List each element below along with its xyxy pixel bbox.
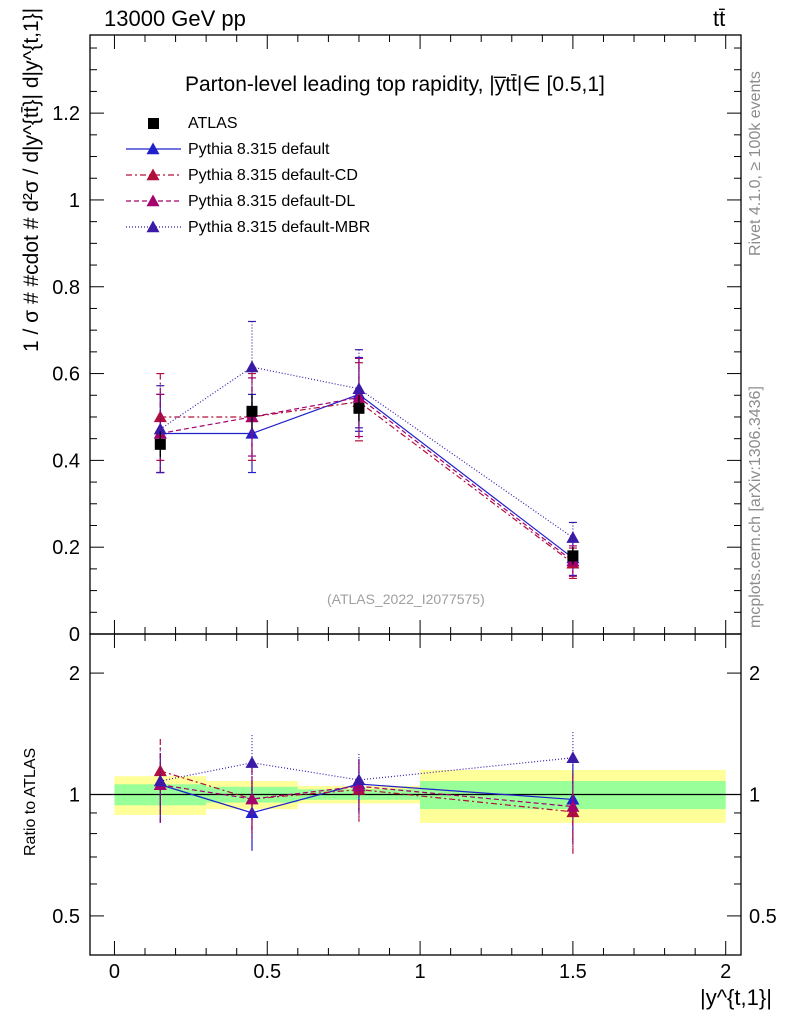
series-line (160, 401, 574, 564)
series-line (160, 393, 574, 559)
analysis-reference: (ATLAS_2022_I2077575) (327, 591, 485, 607)
series-marker (566, 531, 580, 543)
ratio-series-line (160, 783, 573, 814)
y-tick-label: 0.8 (52, 277, 80, 299)
legend-label-series-2: Pythia 8.315 default-DL (188, 193, 356, 210)
data-marker (353, 402, 365, 414)
ratio-y-tick-label: 1 (69, 785, 80, 807)
series-2 (153, 357, 580, 577)
y-tick-label: 0.2 (52, 537, 80, 559)
x-tick-label: 0 (109, 961, 120, 983)
chart-title: Parton-level leading top rapidity, |y̅tt… (185, 73, 605, 96)
y-axis-ticks: 0 0.2 0.4 0.6 0.8 1 1.2 (52, 47, 741, 646)
x-tick-label: 2 (720, 961, 731, 983)
ratio-y-tick-label-right: 1 (749, 785, 760, 807)
ratio-marker (352, 773, 366, 786)
legend-marker-series-1 (146, 168, 160, 181)
x-tick-label: 1 (415, 961, 426, 983)
legend-marker-series-2 (146, 194, 160, 207)
series-marker (153, 422, 167, 435)
y-tick-label: 0.6 (52, 364, 80, 386)
legend-label-series-3: Pythia 8.315 default-MBR (188, 219, 371, 236)
legend-label-data: ATLAS (188, 115, 238, 132)
series-3 (153, 320, 580, 554)
series-marker (352, 382, 366, 394)
process-label: 13000 GeV pp (104, 6, 246, 31)
ratio-series-line (160, 770, 573, 813)
ratio-marker (352, 779, 366, 792)
ratio-series-3 (153, 732, 580, 823)
ratio-y-ticks: 0.5 0.5 1 1 2 2 (52, 663, 777, 928)
series-1 (153, 362, 580, 580)
ratio-y-tick-label: 2 (69, 663, 80, 685)
data-marker (567, 550, 579, 562)
ratio-marker (566, 800, 580, 812)
ratio-marker (245, 792, 259, 805)
x-tick-label: 1.5 (559, 961, 587, 983)
series-marker (245, 360, 259, 373)
ratio-y-tick-label-right: 2 (749, 663, 760, 685)
y-tick-label: 1 (69, 190, 80, 212)
ratio-y-tick-label-right: 0.5 (749, 906, 777, 928)
legend-marker-series-0 (146, 142, 160, 155)
series-line (160, 396, 574, 562)
legend-marker-data (148, 118, 159, 129)
data-marker (246, 405, 258, 417)
ratio-marker (153, 774, 167, 787)
legend-markers (126, 118, 181, 233)
series-line (159, 366, 574, 539)
y-tick-label: 1.2 (52, 103, 80, 125)
legend-label-series-1: Pythia 8.315 default-CD (188, 167, 358, 184)
data-marker (154, 438, 166, 450)
atlas-data (154, 393, 579, 565)
main-plot-frame (89, 34, 742, 635)
ratio-y-tick-label: 0.5 (52, 906, 80, 928)
y-tick-label: 0 (69, 624, 80, 646)
y-tick-label: 0.4 (52, 450, 80, 472)
x-tick-label: 0.5 (253, 961, 281, 983)
final-state-label: tt̄ (713, 6, 726, 31)
ratio-uncertainty-bands (114, 770, 726, 823)
ratio-series-line (160, 757, 573, 782)
ratio-series-line (160, 784, 573, 808)
ratio-marker (245, 756, 259, 768)
ratio-marker (566, 751, 580, 763)
x-axis-ticks: 0 0.5 1 1.5 2 (109, 35, 731, 983)
legend-label-series-0: Pythia 8.315 default (188, 141, 330, 158)
legend-marker-series-3 (146, 220, 160, 233)
x-axis-label: |y^{t,1}| (700, 985, 772, 1010)
